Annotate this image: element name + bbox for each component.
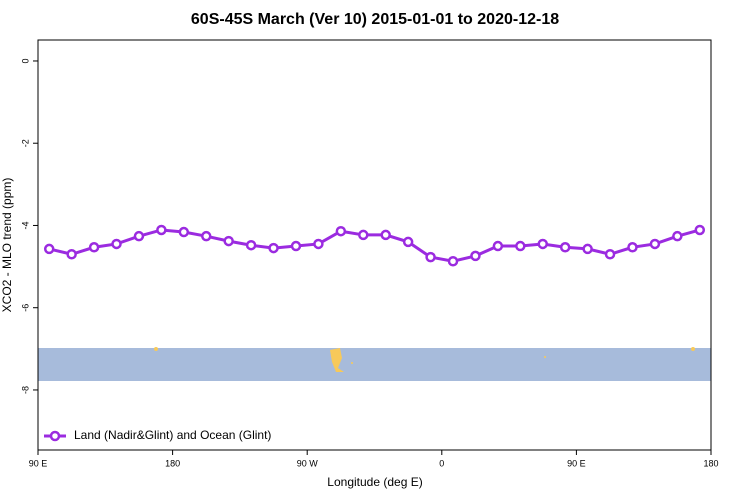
point bbox=[694, 224, 706, 236]
point bbox=[559, 242, 571, 253]
y-tick-label: -6 bbox=[20, 304, 30, 312]
y-tick-label: 0 bbox=[20, 58, 30, 63]
point bbox=[425, 251, 436, 263]
plot-frame bbox=[37, 39, 712, 451]
point bbox=[582, 243, 593, 255]
land-patch bbox=[544, 356, 546, 358]
point bbox=[268, 242, 279, 254]
point bbox=[223, 235, 234, 247]
point bbox=[627, 242, 638, 253]
ocean-band bbox=[38, 348, 711, 381]
point bbox=[649, 238, 661, 250]
legend-label: Land (Nadir&Glint) and Ocean (Glint) bbox=[74, 428, 271, 442]
point bbox=[358, 229, 369, 241]
x-tick-label: 90 E bbox=[567, 458, 586, 468]
x-tick-label: 180 bbox=[165, 458, 180, 468]
land-patch bbox=[351, 362, 353, 364]
point bbox=[537, 238, 548, 250]
x-axis-label: Longitude (deg E) bbox=[327, 475, 422, 489]
point bbox=[447, 255, 459, 267]
point bbox=[335, 225, 347, 237]
map-strip bbox=[38, 347, 711, 381]
x-tick-label: 180 bbox=[703, 458, 718, 468]
point bbox=[245, 239, 257, 251]
point bbox=[111, 238, 122, 250]
point bbox=[156, 224, 167, 236]
x-tick-label: 90 W bbox=[297, 458, 319, 468]
point bbox=[178, 226, 190, 238]
point bbox=[43, 243, 55, 255]
point bbox=[492, 240, 504, 252]
point bbox=[470, 250, 481, 262]
point bbox=[133, 230, 145, 242]
x-tick-label: 90 E bbox=[29, 458, 48, 468]
x-tick-label: 0 bbox=[439, 458, 444, 468]
point bbox=[201, 230, 212, 242]
y-tick-label: -8 bbox=[20, 386, 30, 394]
point bbox=[313, 238, 324, 250]
point bbox=[604, 249, 616, 260]
land-patch bbox=[154, 347, 158, 351]
point bbox=[402, 236, 414, 248]
y-tick-label: -2 bbox=[20, 139, 30, 147]
chart-title: 60S-45S March (Ver 10) 2015-01-01 to 202… bbox=[191, 11, 559, 28]
land-patch bbox=[691, 347, 695, 351]
y-tick-label: -4 bbox=[20, 221, 30, 229]
point bbox=[672, 230, 683, 242]
point bbox=[515, 240, 526, 252]
land-patch bbox=[330, 348, 344, 372]
point bbox=[380, 229, 391, 241]
point bbox=[66, 249, 77, 260]
y-axis-label: XCO2 - MLO trend (ppm) bbox=[0, 178, 14, 313]
point bbox=[290, 240, 302, 252]
legend-marker bbox=[49, 430, 61, 442]
series-line bbox=[48, 228, 701, 263]
point bbox=[88, 242, 100, 253]
